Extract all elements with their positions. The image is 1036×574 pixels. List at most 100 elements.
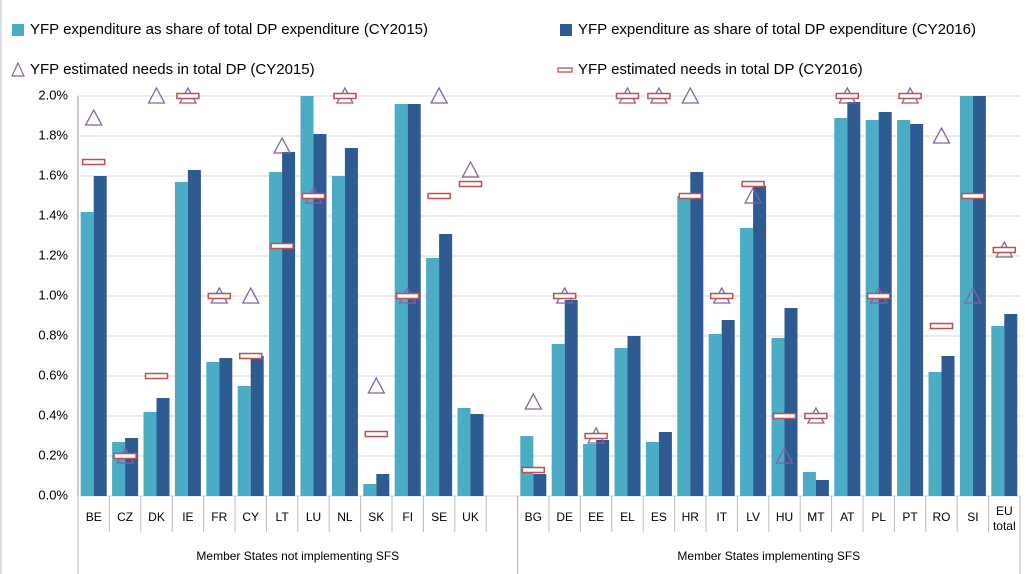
dash-marker xyxy=(992,246,1017,254)
legend-label: YFP expenditure as share of total DP exp… xyxy=(578,21,976,38)
bar xyxy=(753,186,767,496)
triangle-marker xyxy=(775,446,794,464)
bar xyxy=(658,432,672,496)
bar xyxy=(206,362,220,496)
legend-swatch xyxy=(11,61,25,77)
dash-marker xyxy=(238,352,263,360)
y-tick-label: 0.8% xyxy=(38,327,68,342)
bar xyxy=(143,412,157,496)
x-tick-label: FR xyxy=(211,510,227,524)
bar xyxy=(533,474,547,496)
bar xyxy=(815,480,829,496)
bar xyxy=(376,474,390,496)
x-tick-label: IE xyxy=(182,510,193,524)
y-tick-label: 0.6% xyxy=(38,367,68,382)
bar xyxy=(1004,314,1018,496)
bar xyxy=(614,348,628,496)
bar xyxy=(627,336,641,496)
x-tick-label: EU total xyxy=(993,504,1016,533)
bar xyxy=(928,372,942,496)
bar xyxy=(878,112,892,496)
dash-marker xyxy=(176,92,200,100)
triangle-marker xyxy=(681,86,700,104)
bar xyxy=(282,152,296,496)
bar xyxy=(784,308,798,496)
dash-marker xyxy=(961,192,985,200)
bar xyxy=(344,148,358,496)
bar xyxy=(125,438,139,496)
triangle-marker xyxy=(84,108,103,126)
x-tick-label: CY xyxy=(242,510,259,524)
bar xyxy=(596,440,610,496)
dash-marker xyxy=(772,412,797,420)
bar xyxy=(677,196,691,496)
bar xyxy=(802,472,816,496)
triangle-marker xyxy=(932,126,951,144)
bar xyxy=(300,96,314,496)
dash-marker xyxy=(458,180,483,188)
dash-marker xyxy=(270,242,294,250)
bar xyxy=(174,182,188,496)
triangle-marker xyxy=(524,392,543,410)
legend-label: YFP estimated needs in total DP (CY2015) xyxy=(30,61,315,78)
bar xyxy=(237,386,251,496)
bar xyxy=(551,344,565,496)
x-tick-label: DE xyxy=(556,510,573,524)
x-tick-label: LT xyxy=(276,510,290,524)
legend-swatch xyxy=(560,24,572,36)
bar xyxy=(959,96,973,496)
dash-marker xyxy=(929,322,954,330)
x-tick-label: SK xyxy=(368,510,384,524)
dash-marker xyxy=(615,92,640,100)
y-tick-label: 1.6% xyxy=(38,167,68,182)
dash-marker xyxy=(427,192,451,200)
bar xyxy=(740,228,754,496)
bar xyxy=(80,212,94,496)
bar xyxy=(250,356,264,496)
y-tick-label: 1.0% xyxy=(38,287,68,302)
dash-marker xyxy=(207,292,232,300)
triangle-marker xyxy=(367,376,386,394)
triangle-marker xyxy=(461,160,480,178)
x-tick-label: DK xyxy=(148,510,165,524)
bar xyxy=(93,176,107,496)
bar xyxy=(991,326,1005,496)
x-tick-label: PT xyxy=(902,510,918,524)
bar xyxy=(721,320,735,496)
bar xyxy=(972,96,986,496)
x-tick-label: MT xyxy=(807,510,825,524)
bar xyxy=(910,124,924,496)
bar xyxy=(269,172,283,496)
group-label: Member States implementing SFS xyxy=(677,549,860,563)
x-tick-label: CZ xyxy=(117,510,133,524)
bar xyxy=(834,118,848,496)
group-label: Member States not implementing SFS xyxy=(196,549,399,563)
dash-marker xyxy=(552,292,577,300)
legend-swatch xyxy=(557,67,573,73)
dash-marker xyxy=(898,92,922,100)
bar xyxy=(708,334,722,496)
bar xyxy=(363,484,377,496)
y-tick-label: 0.2% xyxy=(38,447,68,462)
bar xyxy=(520,436,534,496)
dash-marker xyxy=(678,192,703,200)
legend-swatch xyxy=(12,24,24,36)
x-tick-label: UK xyxy=(462,510,479,524)
legend-label: YFP estimated needs in total DP (CY2016) xyxy=(578,61,863,78)
dash-marker xyxy=(866,292,891,300)
x-tick-label: ES xyxy=(651,510,667,524)
bar xyxy=(941,356,955,496)
x-tick-label: AT xyxy=(840,510,855,524)
x-tick-label: BE xyxy=(86,510,102,524)
x-tick-label: EL xyxy=(620,510,635,524)
y-tick-label: 1.4% xyxy=(38,207,68,222)
dash-marker xyxy=(709,292,734,300)
dash-marker xyxy=(584,432,608,440)
x-tick-label: EE xyxy=(588,510,604,524)
triangle-marker xyxy=(744,186,763,204)
x-tick-label: SI xyxy=(967,510,978,524)
bar xyxy=(564,300,578,496)
dash-marker xyxy=(647,92,671,100)
dash-marker xyxy=(741,180,765,188)
